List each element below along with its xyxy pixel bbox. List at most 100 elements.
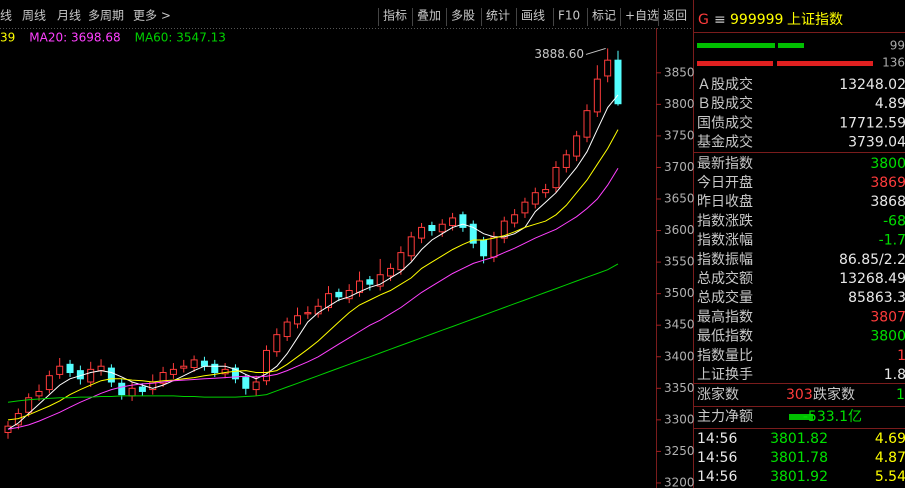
candle-body — [552, 166, 560, 189]
candle-body — [283, 321, 291, 338]
bar-count: 99 — [890, 39, 905, 53]
bar-count: 136 — [882, 56, 905, 70]
candle-body — [66, 363, 74, 374]
toolbar-item[interactable]: F10 — [558, 9, 580, 23]
candle-body — [293, 315, 301, 325]
toolbar-item[interactable]: 叠加 — [417, 9, 441, 23]
up-value: 303 — [786, 387, 813, 403]
toolbar-item[interactable]: 画线 — [521, 9, 545, 23]
candle-body — [314, 305, 322, 315]
candle-body — [169, 368, 177, 375]
annotation-line — [585, 47, 606, 55]
quote-value: 3869 — [870, 175, 905, 191]
quote-value: 85863.3 — [848, 290, 905, 306]
y-tick-label: 3750 — [664, 128, 695, 142]
candle-body — [25, 397, 33, 413]
candle-body — [335, 291, 343, 298]
candle-body — [118, 382, 126, 396]
candle-body — [35, 390, 43, 397]
candle-body — [56, 365, 64, 375]
candle-body — [4, 425, 12, 433]
candle-body — [366, 279, 374, 285]
menu-icon[interactable]: ≡ — [714, 12, 726, 28]
candle-body — [211, 363, 219, 374]
quote-label: 最低指数 — [697, 329, 753, 345]
quote-label: 指数振幅 — [697, 252, 753, 268]
candle-body — [387, 267, 395, 277]
toolbar-item[interactable]: +自选 — [625, 9, 659, 23]
toolbar-item[interactable]: 更多 > — [133, 9, 171, 23]
y-tick-label: 3300 — [664, 412, 695, 426]
candle-body — [345, 289, 353, 300]
quote-value: 17712.59 — [839, 115, 905, 131]
candle-body — [438, 223, 446, 233]
candle-body — [604, 59, 612, 77]
flow-label: 主力净额 — [697, 409, 753, 425]
breadth-bar — [777, 61, 873, 66]
toolbar-item[interactable]: 指标 — [383, 8, 407, 23]
candle-body — [128, 387, 136, 397]
toolbar-item[interactable]: 线 — [0, 9, 12, 23]
candle-body — [356, 280, 364, 293]
quote-value: 4.89 — [875, 96, 905, 112]
candle-body — [614, 59, 622, 105]
quote-value: 13248.02 — [839, 77, 905, 93]
quote-value: 3807 — [870, 309, 905, 325]
y-tick-label: 3250 — [664, 444, 695, 458]
stock-code: 999999 — [730, 12, 783, 28]
quote-label: Ｂ股成交 — [697, 95, 753, 112]
y-tick-label: 3800 — [664, 97, 695, 111]
candle-body — [593, 78, 601, 113]
tick-price: 3801.82 — [770, 431, 828, 447]
candle-body — [376, 274, 384, 287]
tick-volume: 4.69 — [875, 431, 905, 447]
candle-body — [397, 252, 405, 271]
breadth-bar — [778, 43, 804, 48]
flow-value: -533.1亿 — [803, 409, 862, 425]
toolbar-item[interactable]: 多股 — [451, 9, 475, 23]
candle-body — [221, 368, 229, 375]
y-tick-label: 3500 — [664, 286, 695, 300]
candle-body — [480, 239, 488, 257]
y-tick-label: 3350 — [664, 381, 695, 395]
quote-label: 国债成交 — [697, 114, 753, 131]
ma-line — [7, 263, 619, 403]
quote-value: 1.8 — [884, 367, 905, 383]
down-label: 跌家数 — [813, 386, 855, 403]
toolbar-item[interactable]: 多周期 — [88, 9, 124, 23]
candle-body — [190, 359, 198, 368]
toolbar-item[interactable]: 月线 — [57, 9, 81, 23]
toolbar-item[interactable]: 标记 — [592, 9, 616, 23]
quote-value: 86.85/2.2 — [839, 252, 905, 268]
toolbar-item[interactable]: 返回 — [663, 9, 687, 23]
quote-label: 今日开盘 — [697, 174, 753, 191]
toolbar-item[interactable]: 周线 — [22, 9, 46, 23]
candle-body — [449, 217, 457, 227]
toolbar-item[interactable]: 统计 — [486, 9, 510, 23]
quote-label: 上证换手 — [697, 366, 753, 383]
quote-value: 1 — [897, 348, 905, 364]
candle-body — [407, 236, 415, 257]
y-tick-label: 3200 — [664, 475, 695, 488]
candle-body — [325, 293, 333, 309]
quote-label: 基金成交 — [697, 134, 753, 151]
tick-volume: 5.54 — [875, 469, 905, 485]
quote-label: 指数涨跌 — [697, 213, 753, 229]
candle-body — [428, 225, 436, 232]
quote-label: 指数涨幅 — [697, 233, 753, 249]
tick-time: 14:56 — [697, 450, 737, 466]
candle-body — [490, 236, 498, 258]
candle-body — [304, 312, 312, 315]
quote-label: 最新指数 — [697, 156, 753, 172]
market-mark: G — [698, 12, 709, 28]
ma-line — [7, 168, 619, 430]
y-tick-label: 3850 — [664, 65, 695, 79]
quote-value: 3868 — [870, 194, 905, 210]
y-tick-label: 3550 — [664, 255, 695, 269]
tick-price: 3801.92 — [770, 469, 828, 485]
tick-time: 14:56 — [697, 431, 737, 447]
candle-body — [97, 365, 105, 372]
candle-body — [159, 372, 167, 384]
candle-body — [45, 375, 53, 391]
